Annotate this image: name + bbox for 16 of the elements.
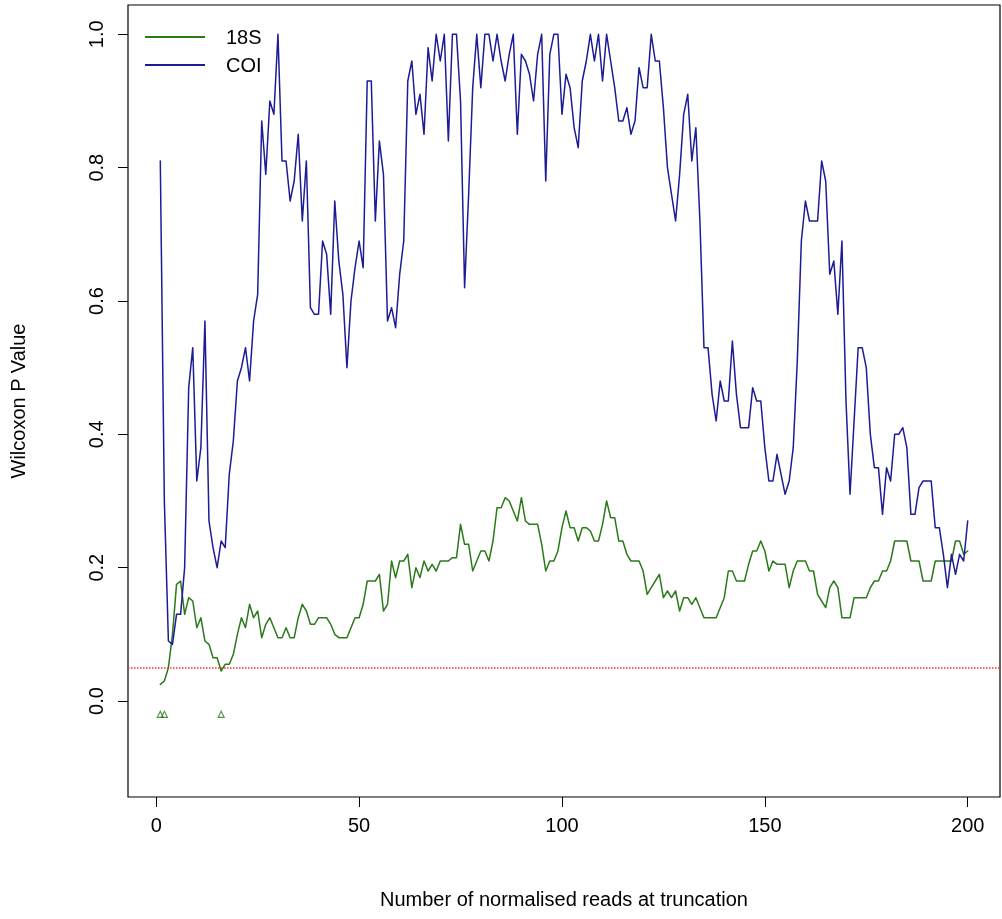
x-tick-label: 100 (545, 814, 579, 836)
legend-label: COI (226, 54, 262, 76)
x-tick-label: 150 (748, 814, 782, 836)
y-tick-label: 0.0 (85, 687, 107, 715)
y-axis-title: Wilcoxon P Value (7, 323, 29, 479)
legend-label: 18S (226, 26, 262, 48)
y-tick-label: 1.0 (85, 20, 107, 49)
y-tick-label: 0.8 (85, 153, 107, 182)
x-tick-label: 0 (150, 814, 162, 836)
x-axis-title: Number of normalised reads at truncation (380, 888, 748, 910)
x-tick-label: 200 (951, 814, 985, 836)
y-tick-label: 0.2 (85, 553, 107, 582)
line-series (159, 496, 969, 686)
x-tick-label: 50 (347, 814, 371, 836)
y-tick-label: 0.4 (85, 420, 107, 449)
y-tick-label: 0.6 (85, 287, 107, 315)
